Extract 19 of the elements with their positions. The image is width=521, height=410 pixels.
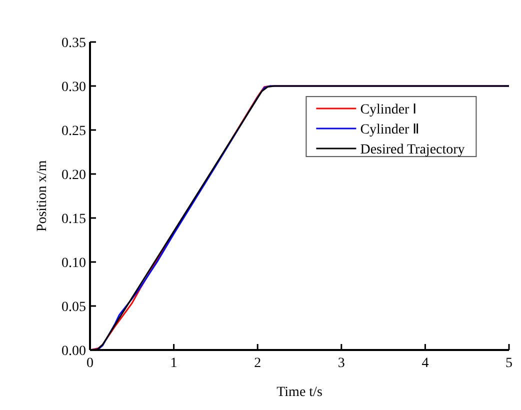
x-tick-label: 0 xyxy=(86,356,94,371)
x-tick-label: 3 xyxy=(338,356,345,371)
y-tick-label: 0.20 xyxy=(62,168,86,183)
x-tick-label: 5 xyxy=(506,356,512,371)
x-tick-label: 2 xyxy=(254,356,262,371)
y-tick-label: 0.15 xyxy=(62,212,86,227)
y-tick-label: 0.00 xyxy=(62,344,86,359)
y-tick-label: 0.35 xyxy=(62,36,86,51)
x-tick-label: 1 xyxy=(170,356,178,371)
y-tick-label: 0.10 xyxy=(62,256,86,271)
y-tick-label: 0.25 xyxy=(62,124,86,139)
legend-label: Cylinder Ⅱ xyxy=(360,122,420,138)
y-tick-label: 0.30 xyxy=(62,80,86,95)
y-tick-label: 0.05 xyxy=(62,300,86,315)
x-axis-title: Time t/s xyxy=(276,385,322,400)
y-axis-title: Position x/m xyxy=(35,160,50,232)
legend-label: Cylinder Ⅰ xyxy=(360,102,417,118)
x-tick-label: 4 xyxy=(422,356,429,371)
legend-label: Desired Trajectory xyxy=(360,142,465,158)
